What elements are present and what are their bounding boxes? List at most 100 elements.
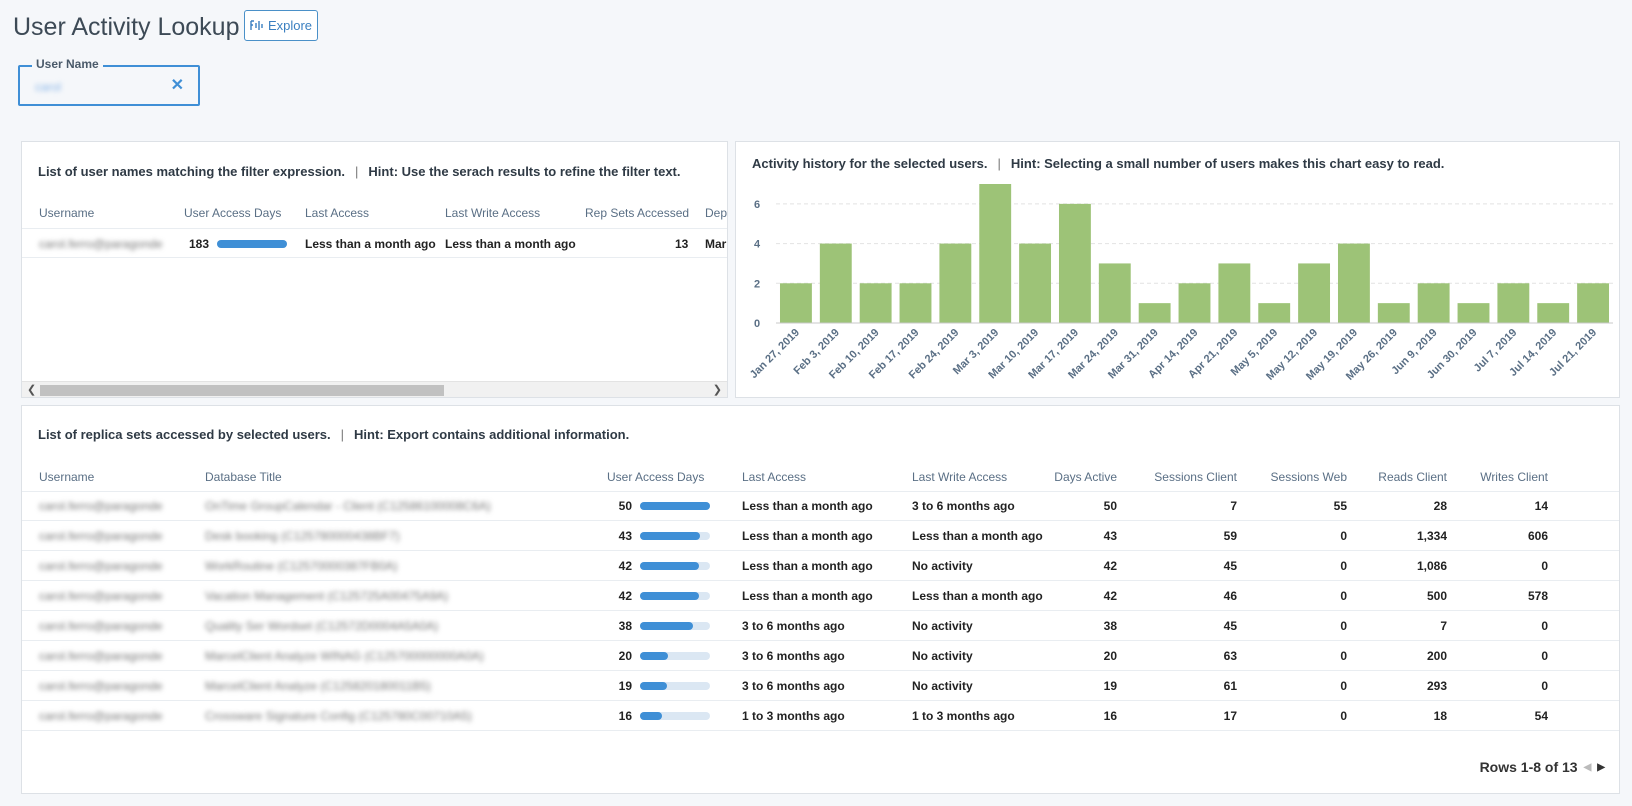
chart-bar[interactable] bbox=[939, 243, 972, 323]
chart-bar[interactable] bbox=[1537, 303, 1570, 323]
horizontal-scrollbar[interactable]: ❮ ❯ bbox=[22, 381, 727, 397]
close-icon[interactable]: ✕ bbox=[170, 77, 184, 94]
chart-bar[interactable] bbox=[1337, 243, 1370, 323]
rep-sets-cell: 13 bbox=[675, 237, 689, 251]
last-access-cell: 3 to 6 months ago bbox=[742, 679, 845, 693]
users-panel: List of user names matching the filter e… bbox=[21, 141, 728, 398]
column-header-user-access-days[interactable]: User Access Days bbox=[607, 470, 705, 484]
days-active-cell: 16 bbox=[1103, 709, 1117, 723]
chart-bar[interactable] bbox=[1457, 303, 1490, 323]
sessions-client-cell: 59 bbox=[1223, 529, 1237, 543]
sessions-web-cell: 0 bbox=[1340, 529, 1347, 543]
reads-client-cell: 500 bbox=[1426, 589, 1447, 603]
database-title-cell: Crossware Signature Config (C125780C0071… bbox=[205, 709, 472, 723]
writes-client-cell: 578 bbox=[1527, 589, 1548, 603]
last-write-access-cell: No activity bbox=[912, 619, 973, 633]
y-tick-label: 2 bbox=[754, 278, 760, 290]
column-header-writes-client[interactable]: Writes Client bbox=[1480, 470, 1548, 484]
last-write-access-cell: No activity bbox=[912, 559, 973, 573]
column-header-last-write-access[interactable]: Last Write Access bbox=[445, 206, 541, 220]
last-access-cell: Less than a month ago bbox=[742, 559, 873, 573]
username-cell: carol.ferro@paragonde bbox=[39, 529, 163, 543]
last-write-access-cell: 3 to 6 months ago bbox=[912, 499, 1015, 513]
access-days-bar bbox=[640, 562, 710, 570]
scroll-left-icon[interactable]: ❮ bbox=[27, 384, 37, 396]
username-cell: carol.ferro@paragonde bbox=[39, 649, 163, 663]
user-access-days-cell: 43 bbox=[618, 529, 632, 543]
column-header-username[interactable]: Username bbox=[39, 470, 95, 484]
chart-bar[interactable] bbox=[1138, 303, 1171, 323]
column-header-last-access[interactable]: Last Access bbox=[305, 206, 370, 220]
chart-bar[interactable] bbox=[1098, 263, 1131, 323]
access-days-bar bbox=[640, 592, 710, 600]
replica-panel-hint: Hint: Export contains additional informa… bbox=[354, 427, 630, 442]
writes-client-cell: 0 bbox=[1541, 559, 1548, 573]
row-divider bbox=[22, 700, 1619, 701]
user-access-days-cell: 19 bbox=[618, 679, 632, 693]
explore-button[interactable]: Explore bbox=[244, 10, 318, 41]
access-days-bar bbox=[640, 712, 710, 720]
column-header-username[interactable]: Username bbox=[39, 206, 95, 220]
column-header-days-active[interactable]: Days Active bbox=[1054, 470, 1117, 484]
chart-bar[interactable] bbox=[1298, 263, 1331, 323]
users-panel-hint: Hint: Use the serach results to refine t… bbox=[368, 164, 681, 179]
column-header-reads-client[interactable]: Reads Client bbox=[1378, 470, 1447, 484]
chart-bar[interactable] bbox=[1218, 263, 1251, 323]
column-header-last-write-access[interactable]: Last Write Access bbox=[912, 470, 1008, 484]
scrollbar-thumb[interactable] bbox=[40, 385, 444, 396]
last-access-cell: 3 to 6 months ago bbox=[742, 649, 845, 663]
access-days-bar-fill bbox=[640, 502, 710, 510]
column-header-sessions-client[interactable]: Sessions Client bbox=[1154, 470, 1237, 484]
chart-bar[interactable] bbox=[1258, 303, 1291, 323]
chart-panel-title-text: Activity history for the selected users. bbox=[752, 156, 988, 171]
sessions-web-cell: 0 bbox=[1340, 559, 1347, 573]
y-tick-label: 4 bbox=[754, 239, 761, 251]
chart-bar[interactable] bbox=[819, 243, 852, 323]
column-header-database-title[interactable]: Database Title bbox=[205, 470, 282, 484]
sessions-client-cell: 46 bbox=[1223, 589, 1237, 603]
username-cell: carol.ferro@paragonde bbox=[39, 499, 163, 513]
scroll-right-icon[interactable]: ❯ bbox=[712, 384, 722, 396]
page-title: User Activity Lookup bbox=[13, 13, 240, 41]
chart-bar[interactable] bbox=[979, 184, 1012, 323]
chart-bar[interactable] bbox=[1377, 303, 1410, 323]
column-header-user-access-days[interactable]: User Access Days bbox=[184, 206, 282, 220]
chart-bar[interactable] bbox=[1577, 283, 1610, 323]
days-active-cell: 43 bbox=[1103, 529, 1117, 543]
row-divider bbox=[22, 640, 1619, 641]
access-days-bar-fill bbox=[640, 562, 699, 570]
database-title-cell: Desk booking (C125780000438BF7) bbox=[205, 529, 400, 543]
column-header-department[interactable]: Depa bbox=[705, 206, 728, 220]
chart-bar[interactable] bbox=[779, 283, 812, 323]
user-name-input[interactable]: carol bbox=[35, 80, 62, 94]
days-active-cell: 38 bbox=[1103, 619, 1117, 633]
reads-client-cell: 200 bbox=[1426, 649, 1447, 663]
column-header-sessions-web[interactable]: Sessions Web bbox=[1270, 470, 1347, 484]
chart-bar[interactable] bbox=[1019, 243, 1052, 323]
chart-bar[interactable] bbox=[1058, 203, 1091, 323]
chart-bar[interactable] bbox=[1417, 283, 1450, 323]
user-access-days-cell: 38 bbox=[618, 619, 632, 633]
row-divider bbox=[22, 550, 1619, 551]
next-page-icon[interactable]: ▶ bbox=[1597, 761, 1605, 773]
chart-bar[interactable] bbox=[859, 283, 892, 323]
user-access-days-cell: 42 bbox=[618, 559, 632, 573]
database-title-cell: MarcelClient Analyze (C125820180011B5) bbox=[205, 679, 431, 693]
row-divider bbox=[22, 580, 1619, 581]
explore-icon bbox=[250, 20, 263, 30]
y-tick-label: 0 bbox=[754, 318, 760, 330]
y-tick-label: 6 bbox=[754, 199, 760, 211]
user-access-days-cell: 42 bbox=[618, 589, 632, 603]
sessions-web-cell: 0 bbox=[1340, 619, 1347, 633]
users-panel-title-text: List of user names matching the filter e… bbox=[38, 164, 346, 179]
last-access-cell: Less than a month ago bbox=[742, 499, 873, 513]
previous-page-icon[interactable]: ◀ bbox=[1583, 761, 1592, 773]
chart-bar[interactable] bbox=[899, 283, 932, 323]
chart-bar[interactable] bbox=[1497, 283, 1530, 323]
chart-bar[interactable] bbox=[1178, 283, 1211, 323]
column-header-rep-sets-accessed[interactable]: Rep Sets Accessed bbox=[585, 206, 690, 220]
access-days-bar-fill bbox=[640, 592, 699, 600]
column-header-last-access[interactable]: Last Access bbox=[742, 470, 807, 484]
user-name-filter[interactable]: User Name carol ✕ bbox=[18, 57, 200, 106]
